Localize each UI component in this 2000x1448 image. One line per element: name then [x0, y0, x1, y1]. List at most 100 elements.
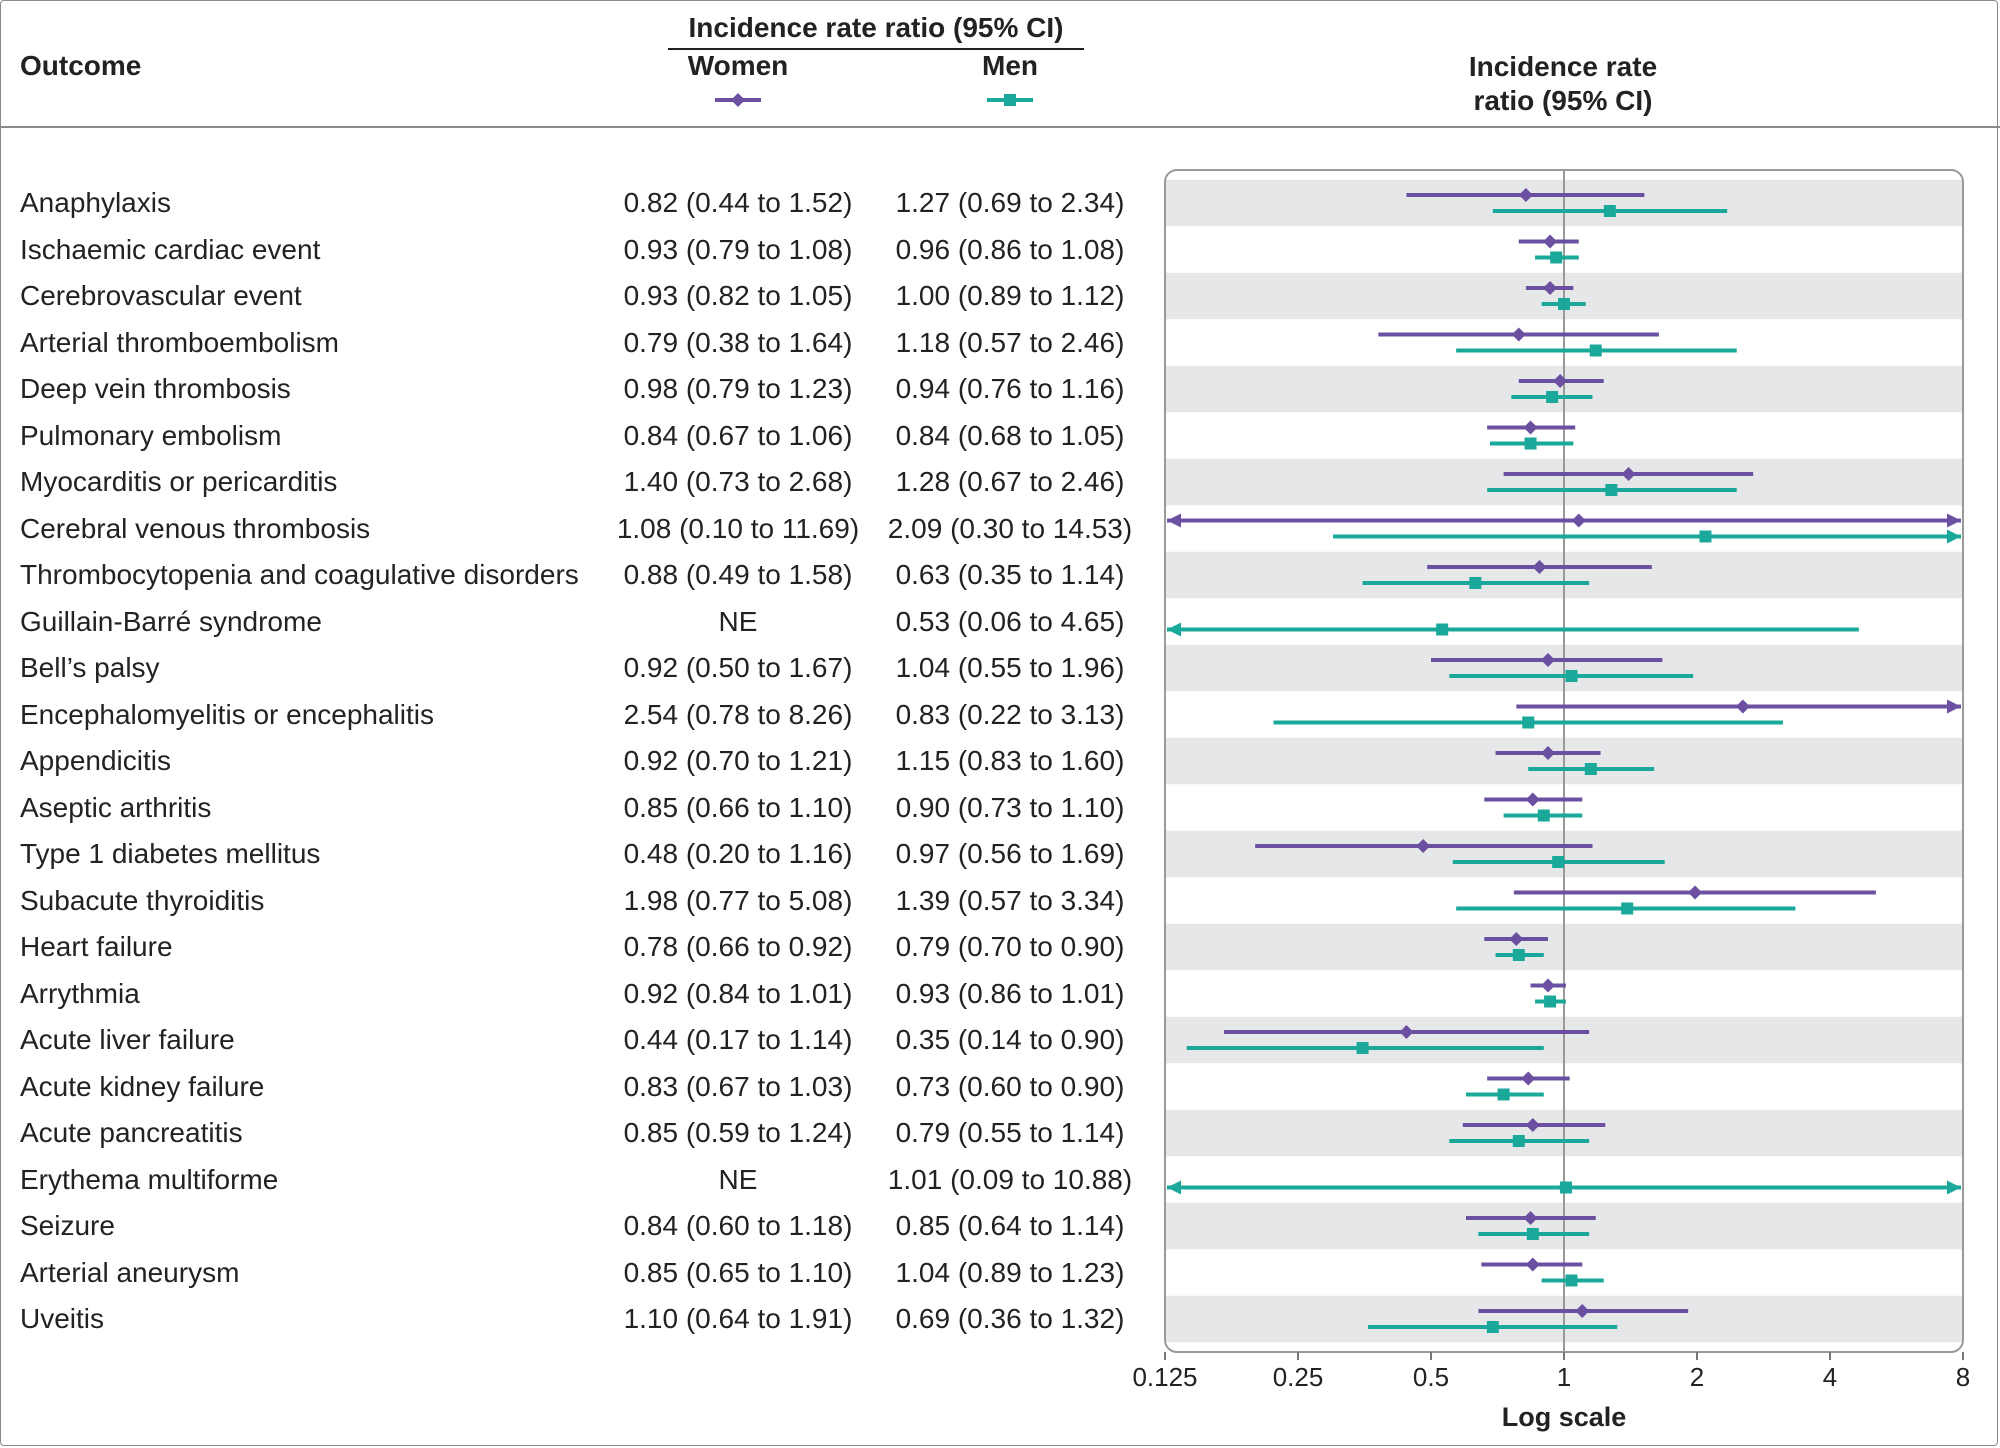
outcome-cell: Cerebral venous thrombosis — [20, 512, 371, 544]
table-row: Arrythmia 0.92 (0.84 to 1.01) 0.93 (0.86 t… — [0, 971, 1160, 1017]
men-estimate-marker — [1512, 1135, 1525, 1147]
x-tick-label: 4 — [1823, 1362, 1837, 1392]
outcome-cell: Deep vein thrombosis — [20, 373, 291, 404]
outcome-cell: Aseptic arthritis — [20, 791, 212, 823]
women-estimate-marker — [1543, 281, 1558, 295]
women-irr-cell: 0.88 (0.49 to 1.58) — [623, 559, 853, 590]
outcome-cell: Anaphylaxis — [20, 187, 171, 218]
men-irr-cell: 0.94 (0.76 to 1.16) — [895, 373, 1125, 404]
table-row: Heart failure 0.78 (0.66 to 0.92) 0.79 (0.… — [0, 924, 1160, 970]
table-row: Type 1 diabetes mellitus 0.48 (0.20 to 1.… — [0, 831, 1160, 877]
women-irr-cell: 0.83 (0.67 to 1.03) — [623, 1070, 853, 1102]
men-irr-cell: 0.83 (0.22 to 3.13) — [895, 698, 1125, 730]
women-ci-arrow-left — [1167, 513, 1181, 528]
outcome-cell: Heart failure — [20, 931, 173, 962]
outcome-cell: Acute kidney failure — [20, 1070, 265, 1102]
women-irr-cell: 0.93 (0.79 to 1.08) — [623, 233, 853, 265]
men-irr-cell: 1.18 (0.57 to 2.46) — [895, 326, 1125, 358]
men-estimate-marker — [1512, 949, 1525, 961]
women-estimate-marker — [1525, 1257, 1540, 1272]
women-estimate-marker — [1575, 1304, 1590, 1318]
women-irr-cell: 0.85 (0.59 to 1.24) — [623, 1117, 853, 1148]
women-irr-cell: 1.40 (0.73 to 2.68) — [623, 466, 853, 497]
table-row: Appendicitis 0.92 (0.70 to 1.21) 1.15 (0.8… — [0, 738, 1160, 784]
outcome-cell: Ischaemic cardiac event — [20, 233, 321, 265]
men-irr-cell: 0.85 (0.64 to 1.14) — [895, 1210, 1125, 1241]
women-estimate-marker — [1399, 1025, 1414, 1039]
men-estimate-marker — [1605, 484, 1618, 496]
women-irr-cell: 0.79 (0.38 to 1.64) — [623, 326, 853, 358]
table-row: Erythema multiforme NE 1.01 (0.09 to 10.88… — [0, 1157, 1160, 1203]
outcome-header: Outcome — [20, 50, 142, 81]
men-estimate-marker — [1552, 856, 1565, 868]
women-estimate-marker — [1532, 560, 1547, 574]
women-irr-cell: 0.84 (0.67 to 1.06) — [623, 419, 853, 451]
men-estimate-marker — [1699, 530, 1712, 543]
outcome-cell: Acute liver failure — [20, 1024, 235, 1055]
table-row: Deep vein thrombosis 0.98 (0.79 to 1.23) 0… — [0, 366, 1160, 412]
x-axis-label: Log scale — [1502, 1402, 1627, 1432]
men-irr-cell: 0.53 (0.06 to 4.65) — [895, 605, 1125, 637]
women-estimate-marker — [1735, 699, 1750, 714]
men-estimate-marker — [1486, 1321, 1499, 1333]
women-estimate-marker — [1523, 1211, 1538, 1225]
women-irr-cell: 0.92 (0.84 to 1.01) — [623, 977, 853, 1009]
men-estimate-marker — [1603, 205, 1616, 217]
men-estimate-marker — [1544, 995, 1557, 1008]
men-irr-cell: 1.04 (0.89 to 1.23) — [895, 1256, 1125, 1288]
women-estimate-marker — [1553, 374, 1568, 388]
outcome-cell: Thrombocytopenia and coagulative disorde… — [20, 559, 579, 590]
men-header: Men — [982, 50, 1038, 81]
outcome-cell: Bell’s palsy — [20, 652, 160, 683]
table-row: Thrombocytopenia and coagulative disorde… — [0, 552, 1160, 598]
outcome-cell: Seizure — [20, 1210, 115, 1241]
women-irr-cell: 1.08 (0.10 to 11.69) — [616, 512, 860, 544]
women-irr-cell: 0.44 (0.17 to 1.14) — [623, 1024, 853, 1055]
irr-group-header: Incidence rate ratio (95% CI) — [688, 12, 1064, 43]
outcome-cell: Arterial thromboembolism — [20, 326, 339, 358]
table-row: Myocarditis or pericarditis 1.40 (0.73 to… — [0, 459, 1160, 505]
men-irr-cell: 2.09 (0.30 to 14.53) — [887, 512, 1133, 544]
women-irr-cell: 1.10 (0.64 to 1.91) — [623, 1303, 853, 1334]
women-legend-key — [715, 93, 761, 107]
women-irr-cell: 0.48 (0.20 to 1.16) — [623, 838, 853, 869]
men-irr-cell: 0.79 (0.70 to 0.90) — [895, 931, 1125, 962]
table-row: Subacute thyroiditis 1.98 (0.77 to 5.08) 1… — [0, 878, 1160, 924]
women-estimate-marker — [1621, 467, 1636, 481]
men-estimate-marker — [1559, 1181, 1572, 1194]
women-irr-cell: NE — [718, 605, 758, 637]
women-ci-arrow-right — [1947, 513, 1961, 528]
men-irr-cell: 0.73 (0.60 to 0.90) — [895, 1070, 1125, 1102]
women-estimate-marker — [1541, 746, 1556, 760]
group-header-rule — [668, 48, 1084, 50]
men-irr-cell: 1.04 (0.55 to 1.96) — [895, 652, 1125, 683]
men-irr-cell: 1.01 (0.09 to 10.88) — [887, 1163, 1133, 1195]
outcome-cell: Erythema multiforme — [20, 1163, 279, 1195]
men-irr-cell: 1.27 (0.69 to 2.34) — [895, 187, 1125, 218]
men-estimate-marker — [1522, 716, 1535, 729]
x-tick-label: 2 — [1690, 1362, 1704, 1392]
women-estimate-marker — [1518, 188, 1533, 202]
men-estimate-marker — [1497, 1088, 1510, 1101]
table-row: Ischaemic cardiac event 0.93 (0.79 to 1.0… — [0, 227, 1160, 273]
outcome-cell: Appendicitis — [20, 745, 171, 776]
men-irr-cell: 1.00 (0.89 to 1.12) — [895, 280, 1125, 311]
women-estimate-marker — [1525, 1118, 1540, 1132]
outcome-cell: Pulmonary embolism — [20, 419, 282, 451]
outcome-cell: Guillain-Barré syndrome — [20, 605, 322, 637]
women-estimate-marker — [1521, 1071, 1536, 1086]
women-estimate-marker — [1571, 513, 1586, 528]
table-row: Aseptic arthritis 0.85 (0.66 to 1.10) 0.90… — [0, 785, 1160, 831]
women-estimate-marker — [1543, 234, 1558, 249]
men-irr-cell: 1.39 (0.57 to 3.34) — [895, 884, 1125, 916]
men-estimate-marker — [1546, 391, 1559, 403]
table-row: Cerebral venous thrombosis 1.08 (0.10 to … — [0, 506, 1160, 552]
men-ci-arrow-left — [1167, 622, 1181, 637]
table-row: Cerebrovascular event 0.93 (0.82 to 1.05)… — [0, 273, 1160, 319]
x-tick-label: 0.5 — [1413, 1362, 1449, 1392]
x-tick-label: 1 — [1557, 1362, 1571, 1392]
men-irr-cell: 0.84 (0.68 to 1.05) — [895, 419, 1125, 451]
men-estimate-marker — [1565, 670, 1578, 682]
